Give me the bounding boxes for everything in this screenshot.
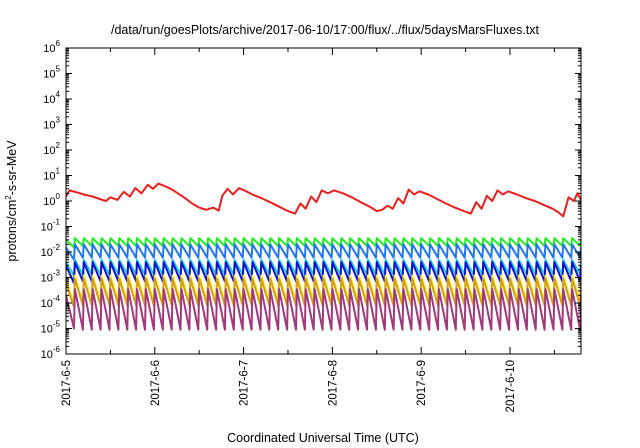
y-tick-label: 102 [43, 141, 60, 157]
y-tick-label: 100 [43, 192, 60, 208]
y-axis-label: protons/cm2-s-sr-MeV [4, 140, 19, 262]
x-tick-label: 2017-6-9 [416, 360, 428, 406]
y-tick-label: 10-3 [41, 269, 61, 285]
x-axis: 2017-6-5 2017-6-6 2017-6-7 2017-6-8 2017-6-9… [61, 48, 555, 412]
y-tick-label: 103 [43, 116, 60, 132]
y-tick-label: 104 [43, 90, 60, 106]
x-tick-label: 2017-6-6 [150, 360, 162, 406]
y-axis-label-base: protons/cm [5, 200, 19, 262]
y-axis-label-units: -s-sr-MeV [5, 140, 19, 196]
x-tick-label: 2017-6-7 [239, 360, 251, 406]
series-layer [66, 182, 581, 331]
x-tick-label: 2017-6-8 [327, 360, 339, 406]
series-line-3 [66, 243, 581, 261]
x-tick-label: 2017-6-10 [505, 360, 517, 412]
y-tick-label: 10-5 [41, 320, 61, 336]
y-axis: 10-6 10-5 10-4 10-3 10-2 10-1 100 101 102 103 104 1… [41, 39, 581, 361]
y-tick-label: 10-1 [41, 218, 61, 234]
y-tick-label: 101 [43, 167, 60, 183]
series-line-8 [66, 288, 581, 331]
y-tick-label: 10-2 [41, 243, 61, 259]
y-tick-label: 10-6 [41, 345, 61, 361]
series-line-2 [66, 237, 581, 249]
y-axis-label-superscript: 2 [4, 195, 13, 200]
x-tick-label: 2017-6-5 [61, 360, 73, 406]
y-tick-label: 105 [43, 65, 60, 81]
chart-title: /data/run/goesPlots/archive/2017-06-10/1… [111, 23, 540, 37]
y-tick-label: 106 [43, 39, 60, 55]
x-axis-label: Coordinated Universal Time (UTC) [227, 431, 419, 445]
y-tick-label: 10-4 [41, 294, 61, 310]
series-line-1 [66, 182, 581, 218]
